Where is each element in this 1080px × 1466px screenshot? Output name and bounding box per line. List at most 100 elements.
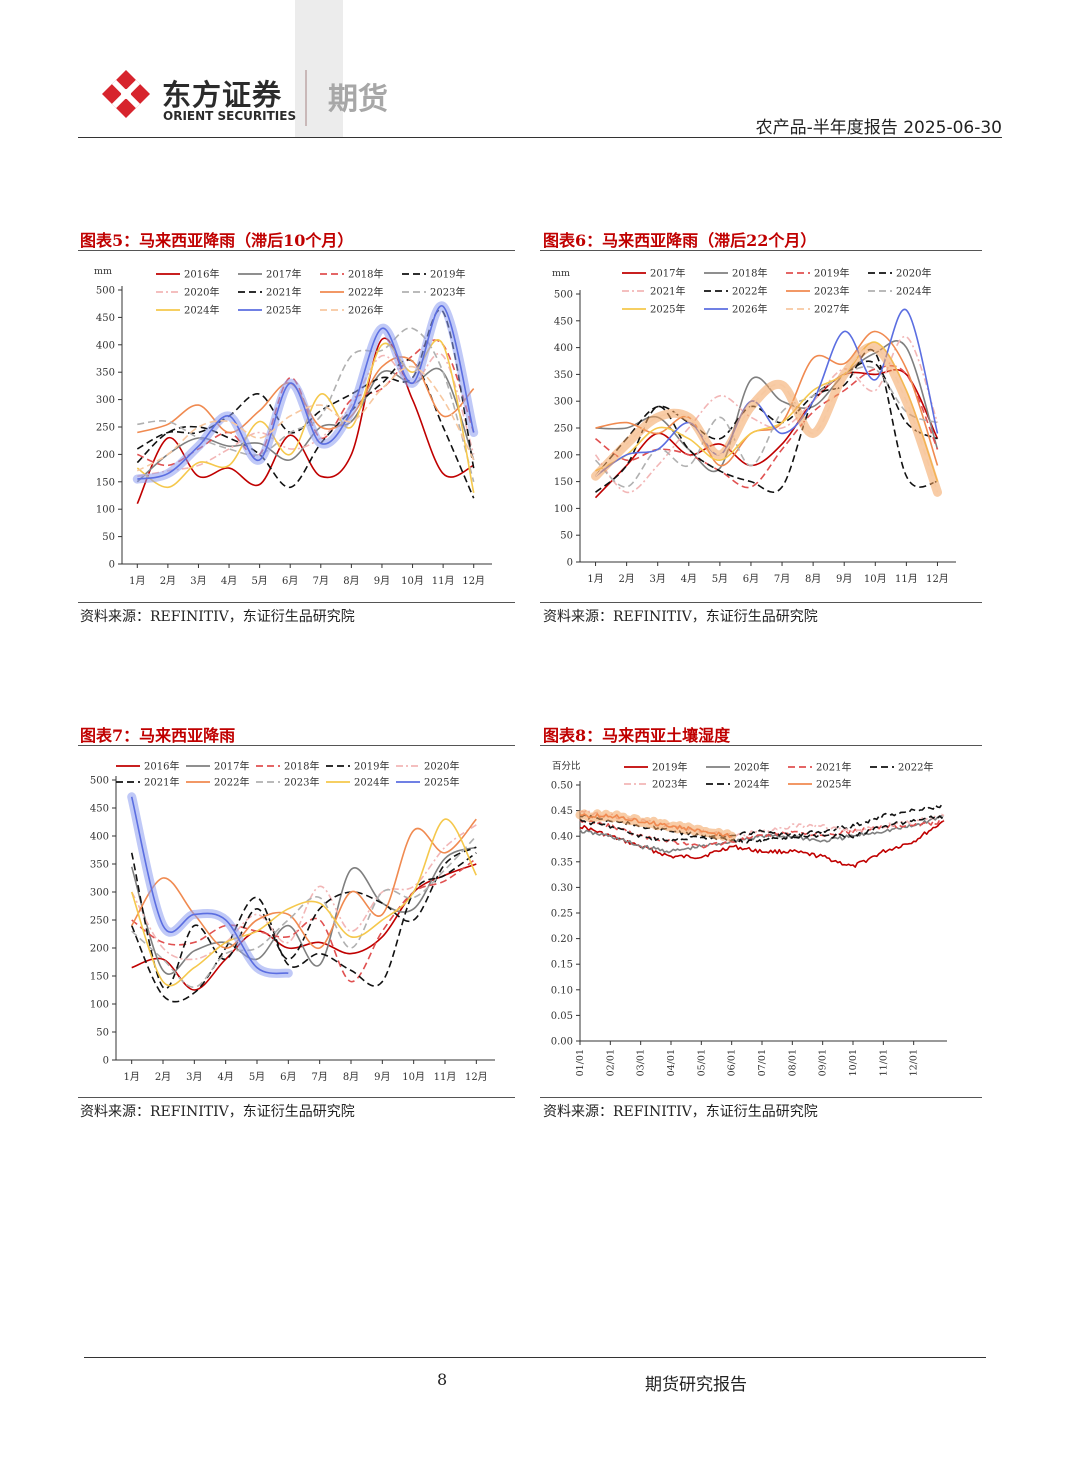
chart6-title: 图表6：马来西亚降雨（滞后22个月） — [543, 231, 817, 250]
x-tick-label: 9月 — [374, 575, 390, 587]
x-tick-label: 09/01 — [818, 1049, 829, 1076]
series-line — [137, 305, 475, 480]
header-band — [295, 0, 343, 138]
y-tick-label: 0 — [109, 560, 115, 571]
y-tick-label: 0.50 — [551, 781, 573, 792]
y-tick-label: 0.35 — [551, 857, 573, 868]
y-tick-label: 200 — [96, 450, 115, 461]
series-line — [136, 365, 475, 472]
chart8-source: 资料来源：REFINITIV，东证衍生品研究院 — [543, 1104, 818, 1120]
chart7-top-rule — [78, 745, 515, 746]
y-tick-label: 0.15 — [551, 960, 573, 971]
y-tick-label: 350 — [90, 860, 109, 871]
y-tick-label: 450 — [554, 316, 573, 327]
series-line — [579, 809, 945, 839]
series-line — [131, 824, 477, 961]
chart7-rainfall: 0 50 100 150 200 250 300 350 400 450 500 1月 2月 3月 4月 5月… — [90, 760, 495, 1083]
x-tick-label: 06/01 — [727, 1049, 738, 1076]
x-tick-label: 10月 — [864, 573, 887, 585]
brand-name-en: ORIENT SECURITIES — [163, 109, 297, 123]
chart8-title: 图表8：马来西亚土壤湿度 — [543, 726, 731, 745]
x-tick-label: 4月 — [221, 575, 237, 587]
x-tick-label: 6月 — [280, 1071, 296, 1083]
chart7-bottom-rule — [78, 1097, 515, 1098]
chart6-source: 资料来源：REFINITIV，东证衍生品研究院 — [543, 609, 818, 625]
legend-label: 2025年 — [424, 776, 459, 789]
chart5-source: 资料来源：REFINITIV，东证衍生品研究院 — [80, 609, 355, 625]
x-tick-label: 11月 — [895, 573, 918, 585]
legend-label: 2019年 — [430, 268, 465, 281]
chart5-rainfall-lag10: 0 50 100 150 200 250 300 350 400 450 500 1月 2月 3月 4月 5月… — [94, 266, 492, 587]
legend-label: 2017年 — [266, 268, 301, 281]
series-highlight — [127, 792, 293, 978]
series-line — [594, 336, 939, 494]
y-tick-label: 450 — [96, 313, 115, 324]
x-tick-label: 3月 — [190, 575, 206, 587]
chart8-bottom-rule — [540, 1097, 982, 1098]
series-highlight — [591, 342, 942, 497]
legend-label: 2024年 — [354, 776, 389, 789]
chart7-source: 资料来源：REFINITIV，东证衍生品研究院 — [80, 1104, 355, 1120]
legend-label: 2021年 — [816, 761, 851, 774]
y-tick-label: 100 — [96, 505, 115, 516]
x-tick-label: 5月 — [249, 1071, 265, 1083]
chart8-top-rule — [540, 745, 982, 746]
series-line — [130, 846, 477, 975]
y-tick-label: 0.20 — [551, 934, 573, 945]
y-axis-label: 百分比 — [552, 760, 581, 772]
chart5-title: 图表5：马来西亚降雨（滞后10个月） — [80, 231, 354, 250]
legend-label: 2023年 — [814, 285, 849, 298]
y-tick-label: 250 — [554, 424, 573, 435]
x-tick-label: 03/01 — [636, 1049, 647, 1076]
y-tick-label: 150 — [554, 477, 573, 488]
x-tick-label: 10月 — [401, 575, 424, 587]
series-line — [136, 358, 475, 499]
y-tick-label: 200 — [554, 450, 573, 461]
legend-label: 2027年 — [814, 303, 849, 316]
series-line — [131, 835, 477, 988]
footer-rule — [84, 1357, 986, 1358]
legend-label: 2021年 — [144, 776, 179, 789]
y-tick-label: 0.05 — [551, 1011, 573, 1022]
legend-label: 2023年 — [652, 778, 687, 791]
x-tick-label: 04/01 — [666, 1049, 677, 1076]
y-tick-label: 100 — [90, 1000, 109, 1011]
y-tick-label: 0.40 — [551, 832, 573, 843]
x-tick-label: 1月 — [587, 573, 603, 585]
x-tick-label: 02/01 — [605, 1049, 616, 1076]
series-line — [595, 308, 939, 477]
x-tick-label: 10月 — [402, 1071, 425, 1083]
series-line — [136, 367, 475, 483]
series-line — [136, 337, 475, 505]
brand-name-cn: 东方证券 — [162, 78, 283, 112]
x-tick-label: 9月 — [836, 573, 852, 585]
x-tick-label: 10/01 — [848, 1049, 859, 1076]
page-number: 8 — [437, 1370, 448, 1389]
x-tick-label: 4月 — [217, 1071, 233, 1083]
series-line — [579, 803, 945, 844]
brand-futures: 期货 — [328, 82, 388, 117]
y-axis-label: mm — [552, 268, 570, 279]
y-tick-label: 500 — [96, 286, 115, 297]
y-tick-label: 250 — [96, 423, 115, 434]
y-tick-label: 400 — [96, 340, 115, 351]
legend-label: 2020年 — [734, 761, 769, 774]
x-tick-label: 9月 — [374, 1071, 390, 1083]
report-line: 农产品-半年度报告 2025-06-30 — [755, 118, 1002, 138]
x-tick-label: 01/01 — [575, 1049, 586, 1076]
chart8-soil-moisture: 0.00 0.05 0.10 0.15 0.20 0.25 0.30 0.35 0.40 0.45… — [551, 760, 947, 1076]
x-tick-label: 7月 — [313, 575, 329, 587]
legend-label: 2019年 — [652, 761, 687, 774]
x-tick-label: 4月 — [681, 573, 697, 585]
x-tick-label: 1月 — [123, 1071, 139, 1083]
header-rule — [78, 137, 1002, 138]
y-tick-label: 500 — [554, 290, 573, 301]
chart7-title: 图表7：马来西亚降雨 — [80, 726, 236, 745]
x-tick-label: 6月 — [282, 575, 298, 587]
y-tick-label: 500 — [90, 776, 109, 787]
x-tick-label: 3月 — [186, 1071, 202, 1083]
legend-label: 2025年 — [650, 303, 685, 316]
series-line — [594, 360, 938, 477]
legend-label: 2022年 — [732, 285, 767, 298]
x-tick-label: 8月 — [343, 575, 359, 587]
